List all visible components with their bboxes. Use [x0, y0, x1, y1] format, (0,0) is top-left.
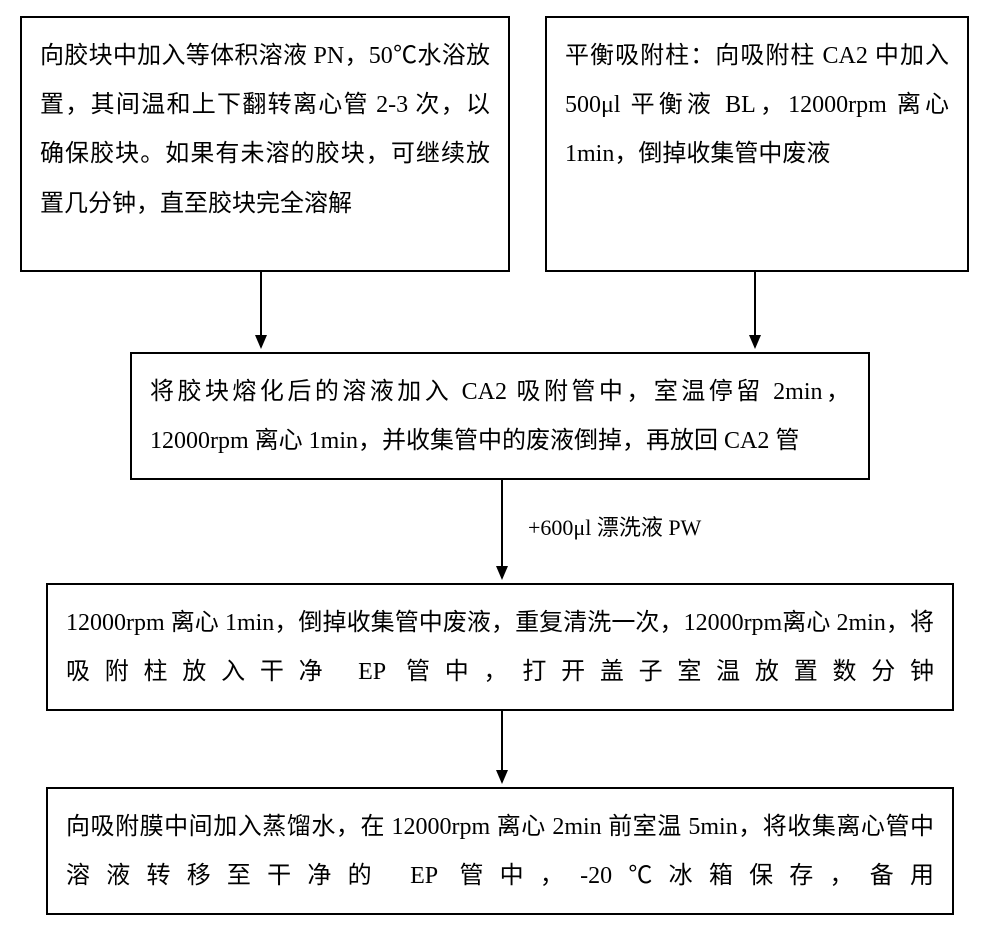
flowchart-node-n3: 将胶块熔化后的溶液加入 CA2 吸附管中，室温停留 2min，12000rpm …: [130, 352, 870, 480]
edge-label: +600μl 漂洗液 PW: [528, 510, 701, 542]
flowchart-node-n5: 向吸附膜中间加入蒸馏水，在 12000rpm 离心 2min 前室温 5min，…: [46, 787, 954, 915]
node-text: 12000rpm 离心 1min，倒掉收集管中废液，重复清洗一次，12000rp…: [66, 610, 934, 685]
node-text: 向胶块中加入等体积溶液 PN，50℃水浴放置，其间温和上下翻转离心管 2-3 次…: [40, 43, 490, 217]
flowchart-canvas: 向胶块中加入等体积溶液 PN，50℃水浴放置，其间温和上下翻转离心管 2-3 次…: [0, 0, 1000, 933]
node-text: 平衡吸附柱：向吸附柱 CA2 中加入 500μl 平衡液 BL，12000rpm…: [565, 43, 949, 167]
flowchart-node-n4: 12000rpm 离心 1min，倒掉收集管中废液，重复清洗一次，12000rp…: [46, 583, 954, 711]
node-text: 将胶块熔化后的溶液加入 CA2 吸附管中，室温停留 2min，12000rpm …: [150, 379, 850, 454]
flowchart-node-n1: 向胶块中加入等体积溶液 PN，50℃水浴放置，其间温和上下翻转离心管 2-3 次…: [20, 16, 510, 272]
node-text: 向吸附膜中间加入蒸馏水，在 12000rpm 离心 2min 前室温 5min，…: [66, 814, 934, 889]
flowchart-node-n2: 平衡吸附柱：向吸附柱 CA2 中加入 500μl 平衡液 BL，12000rpm…: [545, 16, 969, 272]
